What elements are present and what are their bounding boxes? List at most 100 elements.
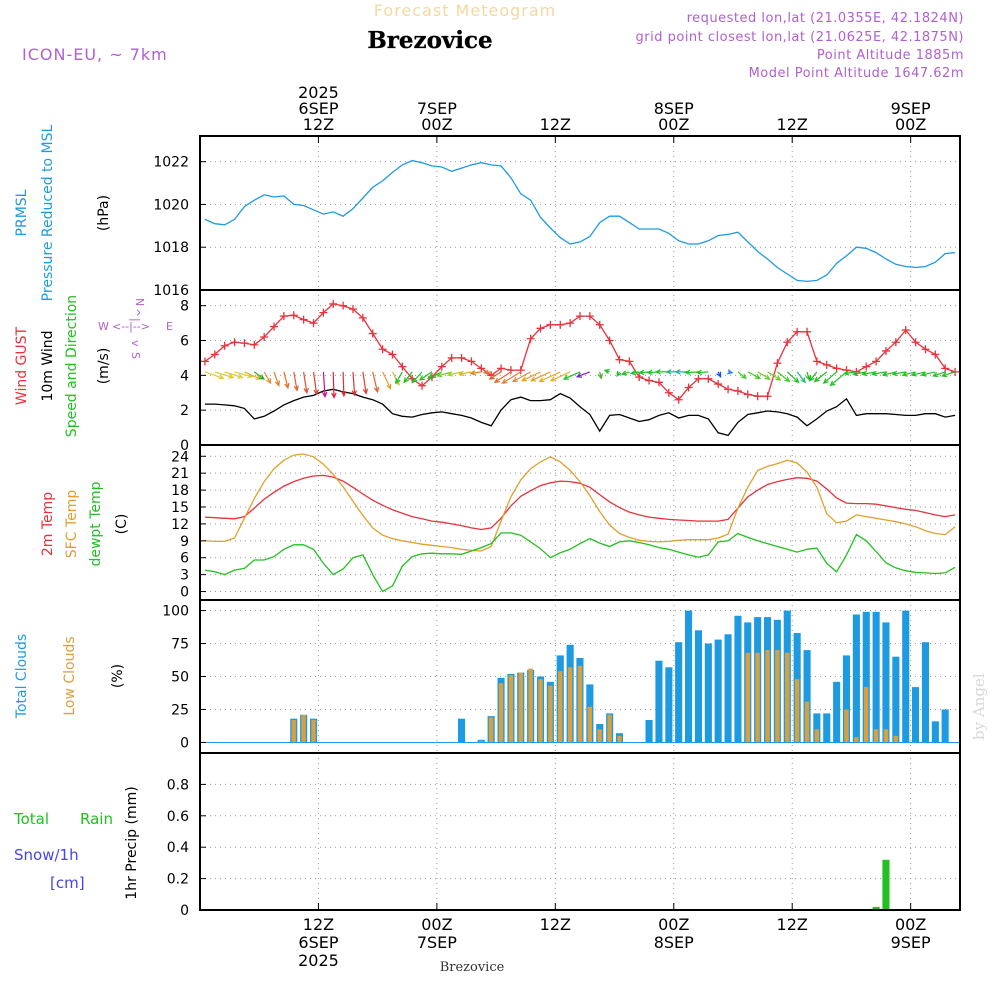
- compass-ns-bar: |: [129, 318, 142, 322]
- compass-ns-up: ^: [129, 308, 142, 317]
- label-layer: PRMSL Pressure Reduced to MSL (hPa) Wind GU…: [13, 124, 173, 899]
- time-label-top: 6SEP: [298, 99, 338, 118]
- wind-arrow: [529, 371, 551, 382]
- time-label-bottom: 12Z: [303, 915, 334, 934]
- gust-marker: [437, 362, 446, 371]
- compass-ns-down: v: [129, 340, 142, 347]
- bar-total-clouds: [665, 667, 673, 743]
- time-label-top: 7SEP: [417, 99, 457, 118]
- wind-arrow: [520, 371, 541, 382]
- gust-marker: [832, 364, 841, 373]
- panel-label: dewpt Temp: [88, 481, 104, 566]
- panel-label: 10m Wind: [40, 330, 56, 401]
- bar-low-clouds: [518, 672, 523, 743]
- gust-marker: [773, 359, 782, 368]
- wind-arrow: [695, 369, 709, 376]
- wind-arrow: [273, 371, 280, 387]
- compass-n: N: [133, 298, 146, 306]
- gust-marker: [447, 353, 456, 362]
- y-tick-label: 0.8: [167, 777, 189, 793]
- gust-marker: [556, 320, 565, 329]
- y-tick-label: 1018: [153, 240, 189, 256]
- wind-arrow: [757, 371, 771, 380]
- gust-marker: [733, 387, 742, 396]
- wind-arrow: [777, 371, 791, 383]
- time-label-bottom: 00Z: [658, 915, 689, 934]
- wind-arrow: [796, 371, 806, 384]
- bar-low-clouds: [597, 729, 602, 743]
- precip-label-rain: Rain: [80, 810, 113, 828]
- time-label-top: 00Z: [658, 115, 689, 134]
- gust-marker: [230, 338, 239, 347]
- gust-marker: [881, 346, 890, 355]
- series-line-dewpt-temp: [204, 532, 956, 593]
- wind-arrow: [488, 371, 502, 380]
- wind-arrow: [395, 371, 403, 385]
- y-tick-label: 4: [180, 368, 189, 384]
- bar-total-rain: [882, 859, 890, 910]
- bar-total-clouds: [941, 709, 949, 743]
- wind-arrow: [562, 371, 581, 380]
- bar-total-clouds: [912, 687, 920, 743]
- panel-label: 2m Temp: [40, 492, 56, 556]
- gust-marker: [378, 345, 387, 354]
- bar-total-clouds: [882, 622, 890, 743]
- gust-marker: [783, 338, 792, 347]
- gust-marker: [724, 385, 733, 394]
- panel-label: Wind GUST: [14, 326, 30, 405]
- time-label-top: 12Z: [540, 115, 571, 134]
- gust-marker: [625, 357, 634, 366]
- gust-marker: [803, 327, 812, 336]
- bar-total-clouds: [734, 615, 742, 743]
- compass-s: S: [129, 352, 142, 359]
- bar-total-clouds: [704, 643, 712, 743]
- gridpoint-coords: grid point closest lon,lat (21.0625E, 42…: [636, 30, 964, 45]
- time-label-top: 9SEP: [891, 99, 931, 118]
- wind-arrow: [283, 371, 290, 390]
- bar-low-clouds: [558, 671, 563, 743]
- gust-marker: [546, 320, 555, 329]
- gust-marker: [615, 355, 624, 364]
- wind-arrow: [881, 371, 896, 377]
- bar-low-clouds: [311, 720, 316, 743]
- y-tick-label: 8: [180, 299, 189, 315]
- wind-arrow: [293, 371, 299, 392]
- bar-total-clouds: [694, 630, 702, 743]
- wind-arrow: [603, 369, 610, 375]
- bar-total-clouds: [823, 713, 831, 743]
- wind-arrow: [341, 371, 347, 398]
- wind-arrow: [629, 369, 640, 376]
- wind-arrow: [829, 371, 847, 387]
- gust-marker: [941, 364, 950, 373]
- wind-arrow: [263, 371, 272, 385]
- gust-marker: [684, 383, 693, 392]
- data-layer: [200, 159, 960, 911]
- time-label-bottom: 6SEP: [298, 933, 338, 952]
- wind-arrow: [620, 370, 630, 376]
- gust-marker: [862, 362, 871, 371]
- wind-arrow: [382, 371, 392, 390]
- gust-marker: [635, 373, 644, 382]
- panel-label: PRMSL: [14, 189, 30, 236]
- gust-marker: [309, 319, 318, 328]
- time-label-bottom: 2025: [298, 951, 339, 970]
- y-tick-label: 2: [180, 403, 189, 419]
- bar-total-clouds: [872, 611, 880, 743]
- bar-low-clouds: [301, 714, 306, 743]
- wind-arrow: [511, 371, 531, 383]
- compass-w: W: [98, 320, 109, 333]
- bar-total-clouds: [655, 660, 663, 743]
- gust-marker: [339, 301, 348, 310]
- wind-arrow: [822, 371, 837, 385]
- gust-marker: [605, 336, 614, 345]
- gust-marker: [506, 366, 515, 375]
- bar-low-clouds: [794, 679, 800, 743]
- panel-label: (m/s): [96, 348, 112, 385]
- wind-arrow: [549, 371, 571, 382]
- time-label-bottom: 8SEP: [654, 933, 694, 952]
- gust-marker: [279, 312, 288, 321]
- wind-arrow: [805, 371, 811, 382]
- panel-label: (%): [110, 664, 126, 688]
- y-tick-label: 15: [171, 500, 189, 516]
- wind-arrow: [253, 371, 266, 380]
